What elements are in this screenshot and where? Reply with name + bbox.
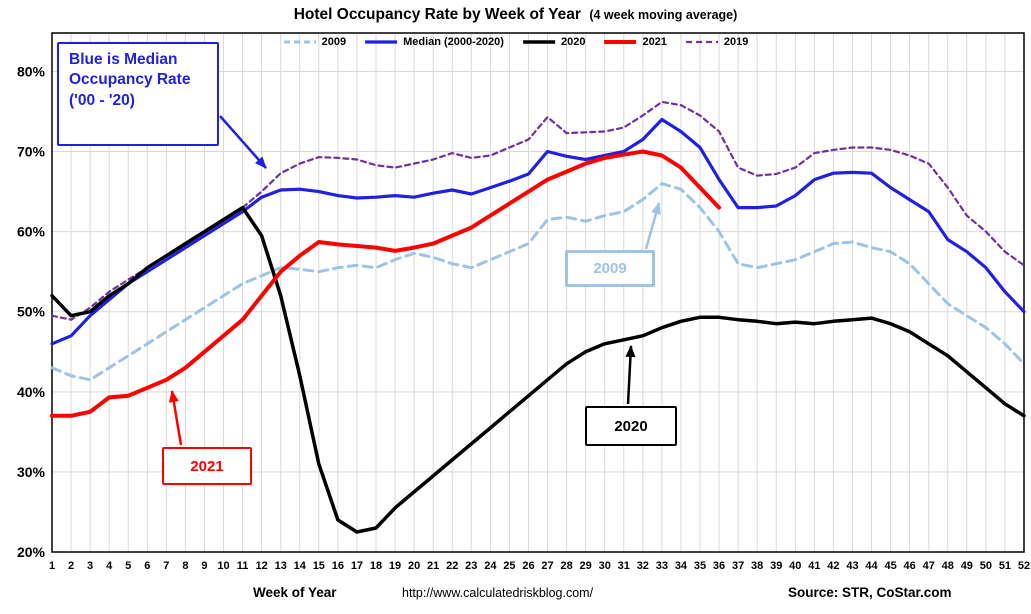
x-tick-label: 47 <box>923 560 935 572</box>
x-tick-label: 46 <box>904 560 916 572</box>
x-tick-label: 36 <box>713 560 725 572</box>
x-tick-label: 28 <box>560 560 572 572</box>
x-tick-label: 34 <box>675 560 688 572</box>
series-line-median-2000-2020- <box>50 117 1026 346</box>
x-tick-label: 50 <box>980 560 992 572</box>
legend-label: Median (2000-2020) <box>403 36 504 48</box>
x-tick-label: 48 <box>942 560 954 572</box>
x-tick-label: 9 <box>201 560 207 572</box>
legend-item-2020: 2020 <box>522 36 585 48</box>
x-tick-label: 33 <box>656 560 668 572</box>
annotation-2009-box: 2009 <box>565 250 655 287</box>
x-tick-label: 17 <box>351 560 363 572</box>
legend-swatch <box>365 40 398 44</box>
x-tick-label: 32 <box>637 560 649 572</box>
x-tick-label: 42 <box>827 560 839 572</box>
x-tick-label: 39 <box>770 560 782 572</box>
footer-url: http://www.calculatedriskblog.com/ <box>402 586 594 600</box>
x-tick-label: 12 <box>256 560 268 572</box>
x-tick-label: 7 <box>163 560 169 572</box>
x-tick-label: 24 <box>484 560 497 572</box>
chart-title-row: Hotel Occupancy Rate by Week of Year (4 … <box>0 6 1031 24</box>
median-note-box: Blue is Median Occupancy Rate ('00 - '20… <box>57 42 219 146</box>
x-tick-label: 44 <box>865 560 878 572</box>
x-tick-label: 37 <box>732 560 744 572</box>
annotation-2009-arrow <box>644 202 661 250</box>
x-tick-label: 4 <box>106 560 113 572</box>
x-tick-label: 14 <box>294 560 307 572</box>
x-tick-label: 23 <box>465 560 477 572</box>
x-tick-label: 5 <box>125 560 131 572</box>
series-line-2020 <box>50 205 1026 534</box>
x-tick-label: 52 <box>1018 560 1030 572</box>
median-note-text: Blue is Median Occupancy Rate ('00 - '20… <box>69 51 191 109</box>
x-tick-label: 45 <box>884 560 896 572</box>
y-tick-label: 50% <box>17 304 46 320</box>
y-tick-label: 60% <box>17 224 46 240</box>
x-tick-label: 11 <box>237 560 249 572</box>
x-tick-label: 51 <box>999 560 1011 572</box>
x-tick-label: 25 <box>503 560 515 572</box>
chart-legend: 2009 Median (2000-2020) 2020 2021 2019 <box>283 36 748 48</box>
x-tick-label: 19 <box>389 560 401 572</box>
legend-label: 2019 <box>723 36 749 48</box>
legend-item-median-2000-2020-: Median (2000-2020) <box>364 36 504 48</box>
annotation-2021-label: 2021 <box>190 457 224 475</box>
x-tick-label: 27 <box>541 560 553 572</box>
x-tick-label: 35 <box>694 560 706 572</box>
legend-label: 2021 <box>642 36 667 48</box>
legend-item-2009: 2009 <box>283 36 346 48</box>
series-line-2009 <box>50 182 1026 382</box>
x-tick-label: 49 <box>961 560 973 572</box>
x-tick-label: 6 <box>144 560 150 572</box>
x-tick-label: 8 <box>182 560 188 572</box>
y-tick-label: 30% <box>17 464 46 480</box>
x-tick-label: 10 <box>217 560 229 572</box>
chart-subtitle: (4 week moving average) <box>589 8 738 22</box>
annotation-2009-label: 2009 <box>593 260 627 277</box>
legend-item-2019: 2019 <box>685 36 748 48</box>
x-tick-label: 20 <box>408 560 420 572</box>
x-tick-label: 2 <box>68 560 74 572</box>
x-tick-label: 15 <box>313 560 325 572</box>
x-tick-label: 41 <box>808 560 820 572</box>
legend-label: 2009 <box>321 36 347 48</box>
legend-swatch <box>283 40 316 44</box>
x-tick-label: 22 <box>446 560 458 572</box>
plot-frame <box>51 32 1025 553</box>
x-tick-label: 29 <box>580 560 592 572</box>
x-tick-label: 18 <box>370 560 382 572</box>
x-tick-label: 21 <box>427 560 439 572</box>
x-tick-label: 38 <box>751 560 763 572</box>
annotation-2020-box: 2020 <box>585 406 677 446</box>
annotation-2020-label: 2020 <box>614 417 648 435</box>
y-tick-label: 40% <box>17 384 46 400</box>
y-tick-label: 80% <box>17 63 46 79</box>
legend-swatch <box>522 40 555 44</box>
x-tick-label: 13 <box>275 560 287 572</box>
x-tick-label: 31 <box>618 560 630 572</box>
legend-swatch <box>685 40 718 44</box>
y-tick-label: 20% <box>17 544 46 560</box>
annotation-2021-box: 2021 <box>162 447 252 485</box>
chart-title: Hotel Occupancy Rate by Week of Year <box>293 6 581 23</box>
x-axis-title: Week of Year <box>253 585 337 600</box>
legend-swatch <box>604 40 637 44</box>
annotation-2021-arrow <box>168 390 183 446</box>
x-tick-label: 26 <box>522 560 534 572</box>
x-tick-label: 3 <box>87 560 93 572</box>
annotation-2020-arrow <box>625 345 636 405</box>
x-tick-label: 1 <box>49 560 55 572</box>
x-tick-label: 16 <box>332 560 344 572</box>
legend-label: 2020 <box>560 36 586 48</box>
x-tick-label: 30 <box>599 560 611 572</box>
median-note-arrow <box>219 115 267 169</box>
legend-item-2021: 2021 <box>603 36 667 48</box>
series-line-2021 <box>50 149 722 418</box>
y-tick-label: 70% <box>17 144 46 160</box>
x-tick-label: 40 <box>789 560 801 572</box>
footer-source: Source: STR, CoStar.com <box>788 585 952 600</box>
x-tick-label: 43 <box>846 560 858 572</box>
